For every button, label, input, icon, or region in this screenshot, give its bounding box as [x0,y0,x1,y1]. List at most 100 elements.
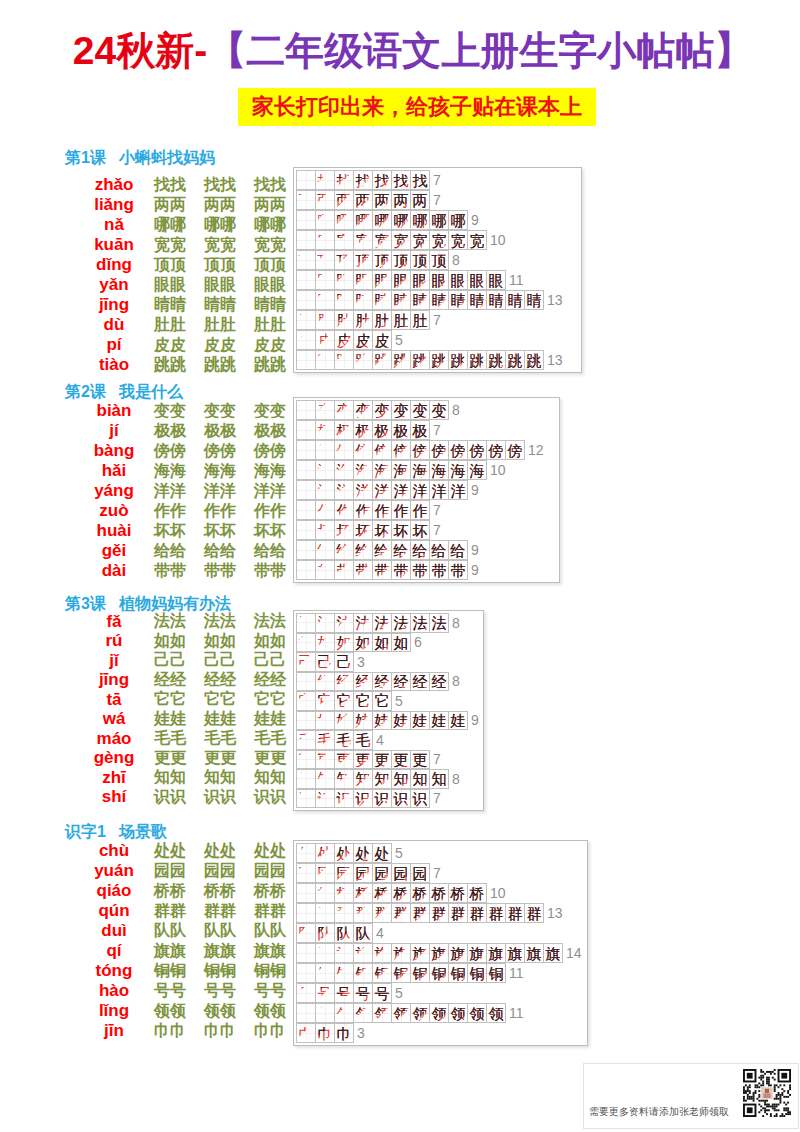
practice-word: 带带 [195,561,245,582]
stroke-cell: 哪哪 [315,210,335,230]
pinyin-label: kuān [83,235,145,255]
stroke-cell: 毛毛 [353,730,373,750]
pinyin-label: yuán [83,861,145,881]
stroke-cell: 作作 [410,500,430,520]
stroke-cell: 更更 [391,750,411,770]
stroke-cell: 跳跳 [391,350,411,370]
stroke-cell: 法法 [296,613,316,633]
pinyin-label: bàng [83,441,145,461]
stroke-cell: 领领 [372,1003,392,1023]
stroke-cell: 领领 [486,1003,506,1023]
stroke-cell: 旗旗 [315,943,335,963]
stroke-cell: 找找 [296,170,316,190]
stroke-count: 9 [471,482,479,498]
stroke-order-row: 更更更更更更更更更更更更更更7 [296,750,481,770]
stroke-cell: 群群 [429,903,449,923]
stroke-cell: 法法 [315,613,335,633]
stroke-cell: 跳跳 [296,350,316,370]
stroke-cell: 海海 [372,460,392,480]
stroke-cell: 领领 [467,1003,487,1023]
stroke-cell: 宽宽 [429,230,449,250]
stroke-cell: 桥桥 [410,883,430,903]
stroke-cell: 海海 [448,460,468,480]
practice-word: 毛毛 [245,728,295,749]
stroke-cell: 毛毛 [334,730,354,750]
stroke-cell: 极极 [296,420,316,440]
practice-word: 己己 [245,650,295,671]
stroke-cell: 园园 [315,863,335,883]
stroke-cell: 睛睛 [524,290,544,310]
title-prefix: 24秋新- [73,29,207,72]
practice-word: 识识 [145,787,195,808]
stroke-cell: 眼眼 [391,270,411,290]
stroke-cell: 领领 [410,1003,430,1023]
stroke-cell: 娃娃 [315,711,335,731]
worksheet-page: 24秋新-【二年级语文上册生字小帖帖】 家长打印出来，给孩子贴在课本上 第1课小… [0,0,800,1132]
pinyin-label: dù [83,315,145,335]
stroke-cell: 作作 [334,500,354,520]
character-row: yǎn眼眼眼眼眼眼 [65,275,295,295]
section-header: 第1课小蝌蚪找妈妈 [65,150,215,166]
practice-word: 己己 [195,650,245,671]
pinyin-label: chù [83,841,145,861]
character-row: rú如如如如如如 [65,632,295,652]
stroke-order-row: 处处处处处处处处处处5 [296,843,585,863]
stroke-cell: 群群 [315,903,335,923]
practice-word: 桥桥 [245,881,295,902]
stroke-cell: 睛睛 [505,290,525,310]
character-row: máo毛毛毛毛毛毛 [65,729,295,749]
practice-word: 作作 [145,501,195,522]
stroke-cell: 铜铜 [410,963,430,983]
stroke-cell: 群群 [296,903,316,923]
stroke-cell: 铜铜 [448,963,468,983]
stroke-cell: 带带 [391,560,411,580]
practice-word: 作作 [195,501,245,522]
stroke-cell: 桥桥 [391,883,411,903]
stroke-cell: 傍傍 [486,440,506,460]
character-row: pí皮皮皮皮皮皮 [65,335,295,355]
stroke-cell: 娃娃 [429,711,449,731]
stroke-cell: 知知 [296,769,316,789]
stroke-cell: 跳跳 [334,350,354,370]
stroke-cell: 宽宽 [353,230,373,250]
stroke-cell: 毛毛 [296,730,316,750]
pinyin-label: dài [83,561,145,581]
stroke-cell: 海海 [410,460,430,480]
stroke-cell: 它它 [315,691,335,711]
practice-word: 带带 [245,561,295,582]
stroke-cell: 更更 [372,750,392,770]
stroke-cell: 给给 [315,540,335,560]
stroke-count: 6 [414,634,422,650]
stroke-cell: 肚肚 [391,310,411,330]
stroke-cell: 号号 [334,983,354,1003]
stroke-count: 8 [452,771,460,787]
pinyin-label: pí [83,335,145,355]
stroke-cell: 海海 [391,460,411,480]
stroke-order-row: 经经经经经经经经经经经经经经经经8 [296,672,481,692]
practice-word: 找找 [245,175,295,196]
stroke-cell: 知知 [391,769,411,789]
practice-word: 皮皮 [195,335,245,356]
practice-word: 知知 [195,767,245,788]
stroke-cell: 旗旗 [353,943,373,963]
stroke-cell: 海海 [296,460,316,480]
stroke-cell: 它它 [334,691,354,711]
practice-word: 它它 [245,689,295,710]
character-list: fǎ法法法法法法rú如如如如如如jǐ己己己己己己jīng经经经经经经tā它它它它… [65,612,295,807]
practice-word: 如如 [245,631,295,652]
stroke-order-row: 领领领领领领领领领领领领领领领领领领领领领领11 [296,1003,585,1023]
lesson-number: 第1课 [65,149,106,166]
stroke-cell: 眼眼 [315,270,335,290]
stroke-cell: 洋洋 [448,480,468,500]
qr-code [743,1069,791,1117]
footer-box: 需要更多资料请添加张老师领取 [583,1063,799,1129]
pinyin-label: liǎng [83,195,145,215]
character-row: biàn变变变变变变 [65,401,295,421]
stroke-cell: 带带 [372,560,392,580]
stroke-cell: 经经 [334,672,354,692]
stroke-cell: 两两 [315,190,335,210]
stroke-order-row: 眼眼眼眼眼眼眼眼眼眼眼眼眼眼眼眼眼眼眼眼眼眼11 [296,270,579,290]
stroke-count: 9 [471,562,479,578]
stroke-count: 8 [452,252,460,268]
stroke-cell: 找找 [410,170,430,190]
